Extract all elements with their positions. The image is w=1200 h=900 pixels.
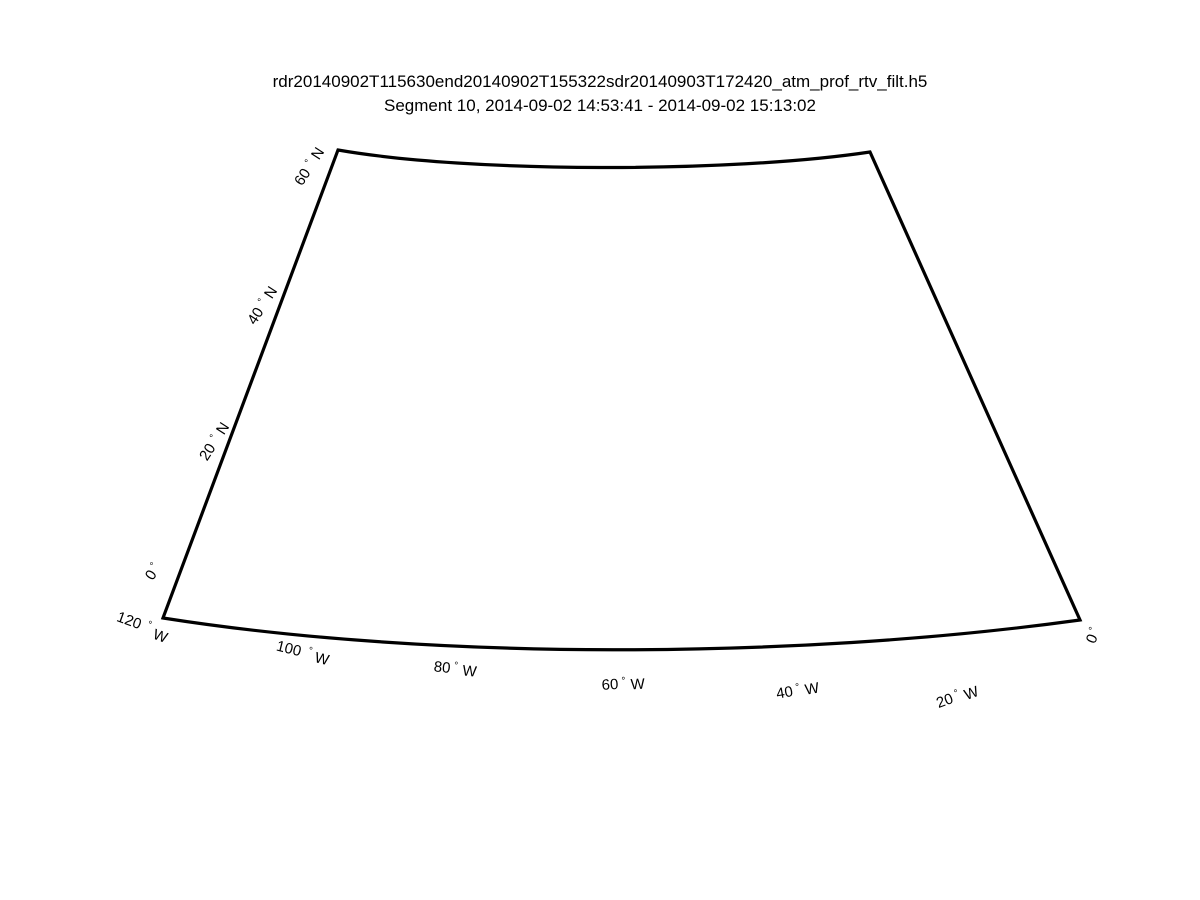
lat-label-40-num: 40 — [244, 305, 267, 328]
lat-label-60-hemi: N — [308, 144, 328, 162]
lat-labels: 60 ° N 40 ° N 20 ° N 0 ° — [142, 144, 328, 583]
lat-label-40-deg: ° — [256, 297, 267, 306]
lon-label-80-hemi: W — [462, 662, 479, 680]
lon-label-120-hemi: W — [151, 626, 171, 647]
lat-label-0-deg: ° — [148, 561, 159, 570]
lon-label-40-num: 40 — [775, 683, 794, 703]
lon-label-60-hemi: W — [630, 676, 646, 694]
lon-label-0-num: 0 — [1083, 632, 1102, 647]
lon-label-40-hemi: W — [804, 679, 822, 698]
lon-label-100-deg: ° — [307, 645, 314, 657]
lon-label-100-num: 100 — [275, 638, 303, 661]
lon-label-20-deg: ° — [953, 688, 961, 700]
lon-label-120-deg: ° — [146, 619, 154, 631]
page-title: rdr20140902T115630end20140902T155322sdr2… — [272, 72, 928, 91]
page-subtitle: Segment 10, 2014-09-02 14:53:41 - 2014-0… — [384, 96, 816, 115]
lat-label-20-num: 20 — [196, 441, 219, 464]
lon-label-60-deg: ° — [621, 676, 626, 687]
lon-label-120-num: 120 — [114, 609, 143, 634]
lat-label-20-deg: ° — [208, 433, 219, 442]
lon-label-60-num: 60 — [601, 676, 619, 694]
lon-label-100-hemi: W — [313, 649, 332, 669]
lon-label-20-num: 20 — [934, 690, 955, 712]
map-border — [160, 148, 1083, 652]
lat-label-60-num: 60 — [291, 166, 314, 189]
lon-label-80-deg: ° — [453, 660, 458, 671]
lon-label-40-deg: ° — [795, 682, 801, 694]
lat-label-60-deg: ° — [303, 158, 314, 167]
lon-label-20-hemi: W — [962, 683, 982, 704]
coast-brazil-bulge — [690, 656, 796, 682]
lat-label-40-hemi: N — [261, 283, 281, 301]
lon-label-80-num: 80 — [433, 658, 451, 677]
lon-label-0-deg: ° — [1087, 625, 1099, 633]
title-block: rdr20140902T115630end20140902T155322sdr2… — [0, 70, 1200, 118]
